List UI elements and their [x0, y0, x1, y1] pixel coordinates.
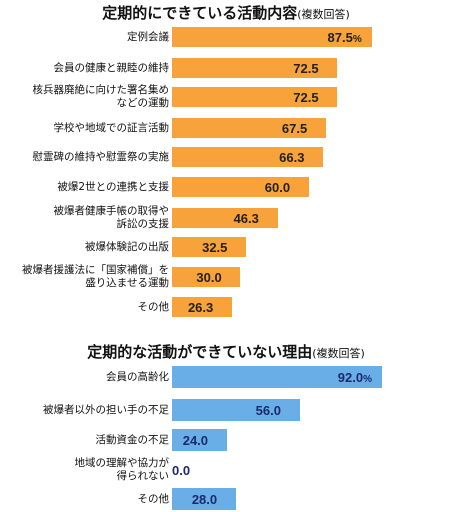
reason-value-label: 92.0% [337, 369, 372, 385]
reason-bar [172, 399, 300, 421]
activity-bar [172, 208, 278, 228]
activity-bar [172, 27, 372, 47]
activity-bar [172, 237, 247, 257]
activity-bar [172, 177, 309, 197]
reason-category-label: 地域の理解や協力が 得られない [74, 457, 170, 482]
activity-category-label: 定例会議 [127, 30, 169, 43]
activity-bar [172, 118, 326, 138]
activity-value-label: 87.5% [327, 29, 362, 45]
activity-bar [172, 297, 232, 317]
reason-category-label: 被爆者以外の担い手の不足 [43, 403, 169, 416]
activity-category-label: 被爆者健康手帳の取得や 訴訟の支援 [53, 205, 170, 230]
reason-bar [172, 488, 236, 510]
activity-category-label: 核兵器廃絶に向けた署名集め などの運動 [32, 84, 170, 109]
activity-bar [172, 87, 338, 107]
activity-value-label: 30.0 [196, 269, 222, 285]
reason-category-label: 活動資金の不足 [95, 433, 170, 446]
reason-bar [172, 429, 227, 451]
chart-title-activities: 定期的にできている活動内容(複数回答) [102, 4, 350, 22]
reason-category-label: その他 [137, 492, 170, 505]
activity-category-label: 被爆2世との連携と支援 [57, 180, 169, 193]
activity-value-label: 32.5 [202, 239, 228, 255]
activity-category-label: その他 [137, 300, 170, 313]
reason-bar [172, 366, 382, 388]
reason-category-label: 会員の高齢化 [106, 370, 169, 383]
activity-value-label: 72.5 [293, 60, 319, 76]
reason-value-label: 56.0 [255, 402, 281, 418]
activity-bar [172, 58, 338, 78]
activity-value-label: 26.3 [187, 299, 214, 315]
activity-value-label: 60.0 [264, 179, 291, 195]
chart-title-reasons: 定期的な活動ができていない理由(複数回答) [87, 343, 365, 361]
activity-bar [172, 147, 324, 167]
activity-category-label: 学校や地域での証言活動 [53, 121, 170, 134]
activity-category-label: 会員の健康と親睦の維持 [53, 61, 170, 74]
activity-value-label: 46.3 [233, 210, 259, 226]
activity-value-label: 72.5 [293, 89, 319, 105]
activity-bar [172, 267, 241, 287]
reason-value-label: 0.0 [172, 462, 191, 478]
activity-value-label: 66.3 [279, 149, 305, 165]
reason-value-label: 28.0 [191, 491, 218, 507]
activity-value-label: 67.5 [281, 120, 308, 136]
activity-category-label: 被爆者援護法に「国家補償」を 盛り込ませる運動 [22, 264, 169, 289]
activity-category-label: 慰霊碑の維持や慰霊祭の実施 [32, 150, 170, 163]
reason-value-label: 24.0 [182, 432, 209, 448]
activity-category-label: 被爆体験記の出版 [85, 240, 169, 253]
